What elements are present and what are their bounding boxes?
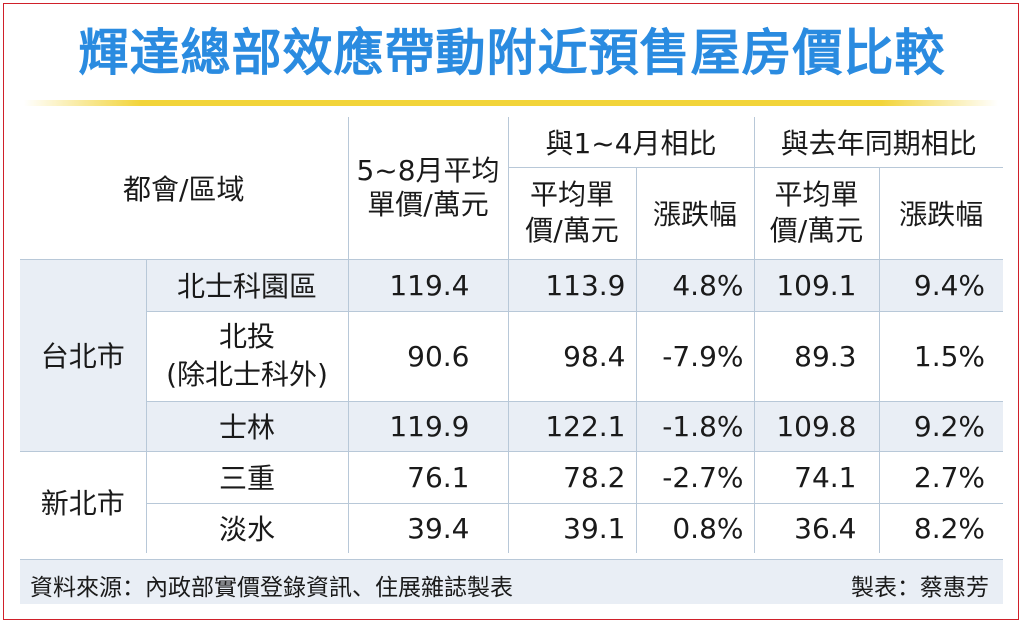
table-row: 新北市 三重 76.1 78.2 -2.7% 74.1 2.7% [20,451,1004,520]
prev-change-cell: 4.8% [635,259,754,312]
title-underline [24,100,998,106]
header-prev-avg-line1: 平均單 [529,178,614,211]
city-label: 台北市 [20,259,146,452]
header-vs-last-year: 與去年同期相比 [753,117,1004,168]
ly-change-cell: 2.7% [878,451,1004,504]
area-label: 三重 [145,451,348,504]
ly-change-cell: 1.5% [878,311,1004,402]
area-label-line1: 北投 [218,320,275,353]
city-label: 新北市 [40,487,125,521]
avg-price-cell: 119.9 [347,401,508,452]
prev-change-cell: -1.8% [635,401,754,452]
header-prev-avg: 平均單 價/萬元 [507,167,636,260]
avg-price-cell: 76.1 [347,451,508,504]
header-ly-change: 漲跌幅 [878,167,1004,260]
area-label: 北投 (除北士科外) [145,311,348,402]
ly-avg-cell: 36.4 [753,503,879,553]
table-row: 北投 (除北士科外) 90.6 98.4 -7.9% 89.3 1.5% [20,311,1004,402]
header-vs-jan-apr: 與1~4月相比 [507,117,754,168]
ly-avg-cell: 89.3 [753,311,879,402]
prev-change-cell: 0.8% [635,503,754,553]
header-avg-price-line1: 5~8月平均 [356,153,500,187]
table-row: 士林 119.9 122.1 -1.8% 109.8 9.2% [20,401,1004,452]
area-label: 北士科園區 [145,259,348,312]
price-table: 都會/區域 5~8月平均 單價/萬元 與1~4月相比 與去年同期相比 平均單 價… [20,117,1004,553]
avg-price-cell: 39.4 [347,503,508,553]
ly-change-cell: 8.2% [878,503,1004,553]
header-ly-avg: 平均單 價/萬元 [753,167,879,260]
source-note: 資料來源：內政部實價登錄資訊、住展雜誌製表 [30,575,513,601]
table-footer: 資料來源：內政部實價登錄資訊、住展雜誌製表 製表：蔡惠芳 [20,559,1003,604]
avg-price-cell: 90.6 [347,311,508,402]
table-row: 台北市 北士科園區 119.4 113.9 4.8% 109.1 9.4% [20,259,1004,452]
header-avg-price-line2: 單價/萬元 [367,187,489,221]
prev-change-cell: -7.9% [635,311,754,402]
header-avg-price: 5~8月平均 單價/萬元 [347,117,508,260]
prev-avg-cell: 39.1 [507,503,636,553]
header-prev-avg-line2: 價/萬元 [525,214,619,247]
prev-change-cell: -2.7% [635,451,754,504]
avg-price-cell: 119.4 [347,259,508,312]
header-prev-change: 漲跌幅 [635,167,754,260]
area-label-line2: (除北士科外) [166,358,328,391]
ly-avg-cell: 109.8 [753,401,879,452]
header-region: 都會/區域 [20,117,348,260]
table-row: 淡水 39.4 39.1 0.8% 36.4 8.2% [20,503,1004,553]
area-label: 士林 [145,401,348,452]
chart-title: 輝達總部效應帶動附近預售屋房價比較 [78,24,946,82]
prev-avg-cell: 78.2 [507,451,636,504]
ly-change-cell: 9.2% [878,401,1004,452]
header-ly-avg-line1: 平均單 [774,178,859,211]
prev-avg-cell: 98.4 [507,311,636,402]
maker-note: 製表：蔡惠芳 [851,575,989,601]
ly-change-cell: 9.4% [878,259,1004,312]
area-label: 淡水 [145,503,348,553]
ly-avg-cell: 74.1 [753,451,879,504]
prev-avg-cell: 113.9 [507,259,636,312]
prev-avg-cell: 122.1 [507,401,636,452]
ly-avg-cell: 109.1 [753,259,879,312]
header-ly-avg-line2: 價/萬元 [769,214,864,247]
